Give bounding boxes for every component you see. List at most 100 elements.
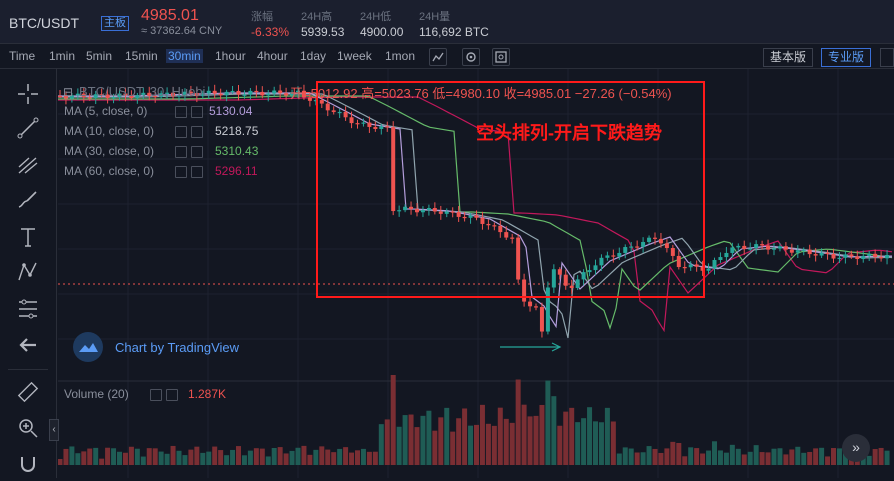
candle-body: [641, 241, 646, 247]
candle-body: [450, 211, 455, 213]
pitchfork-icon[interactable]: [16, 152, 40, 176]
volume-bar: [866, 455, 872, 465]
volume-bar: [271, 448, 277, 465]
volume-bar: [468, 425, 474, 465]
indicators-icon[interactable]: [429, 48, 447, 66]
volume-bar: [372, 451, 378, 465]
candle-body: [367, 122, 372, 127]
interval-1day[interactable]: 1day: [300, 49, 327, 63]
ma-label[interactable]: MA (30, close, 0): [64, 144, 155, 158]
candle-body: [760, 244, 765, 246]
candle-body: [254, 90, 259, 93]
cny-price: ≈ 37362.64 CNY: [141, 25, 223, 37]
candle-body: [290, 92, 295, 96]
interval-1min[interactable]: 1min: [49, 49, 76, 63]
volume-bar: [140, 456, 146, 465]
volume-bar: [741, 454, 747, 465]
volume-bar: [682, 456, 688, 465]
volume-bar: [122, 452, 128, 465]
pro-view-button[interactable]: 专业版: [821, 48, 872, 67]
tradingview-logo-icon[interactable]: [73, 332, 103, 365]
candle-body: [658, 238, 663, 244]
chart-canvas[interactable]: [57, 69, 894, 478]
volume-bar: [557, 425, 563, 465]
stat-label: 24H量: [419, 11, 451, 23]
ma-settings-icon[interactable]: [175, 146, 187, 158]
volume-bar: [640, 452, 646, 465]
ma-settings-icon[interactable]: [175, 106, 187, 118]
interval-4hour[interactable]: 4hour: [257, 49, 288, 63]
candle-body: [575, 279, 580, 289]
collapse-toolbar-button[interactable]: ‹: [49, 419, 59, 441]
zoom-in-icon[interactable]: [16, 416, 40, 440]
ma-remove-icon[interactable]: [191, 166, 203, 178]
crosshair-icon[interactable]: [16, 82, 40, 106]
price-chart[interactable]: ⊟ BTC/USDT, 30, Huobi 开=5012.92 高=5023.7…: [57, 69, 894, 478]
interval-5min[interactable]: 5min: [86, 49, 113, 63]
brush-icon[interactable]: [16, 187, 40, 211]
volume-bar: [587, 407, 593, 465]
ma-label[interactable]: MA (60, close, 0): [64, 164, 155, 178]
pair-name[interactable]: BTC/USDT: [9, 15, 79, 31]
more-button[interactable]: [880, 48, 894, 67]
volume-bar: [158, 451, 164, 465]
ma-settings-icon[interactable]: [175, 126, 187, 138]
volume-bar: [283, 453, 289, 465]
volume-bar: [152, 448, 158, 465]
fib-icon[interactable]: [16, 297, 40, 321]
candle-body: [629, 246, 634, 248]
arrow-back-icon[interactable]: [16, 333, 40, 357]
volume-bar: [593, 421, 598, 465]
interval-1week[interactable]: 1week: [337, 49, 372, 63]
candle-body: [777, 246, 782, 249]
volume-bar: [819, 447, 825, 465]
settings-icon[interactable]: [462, 48, 480, 66]
pattern-icon[interactable]: [16, 260, 40, 284]
scroll-to-realtime-button[interactable]: »: [842, 434, 870, 462]
ruler-icon[interactable]: [16, 380, 40, 404]
volume-bar: [63, 448, 69, 465]
magnet-icon[interactable]: [16, 453, 40, 475]
volume-bar: [753, 445, 759, 465]
ma-remove-icon[interactable]: [191, 126, 203, 138]
interval-1mon[interactable]: 1mon: [385, 49, 416, 63]
candle-body: [81, 93, 86, 98]
volume-bar: [182, 455, 188, 465]
volume-bar: [426, 410, 432, 465]
candle-body: [831, 253, 836, 259]
ma-remove-icon[interactable]: [191, 106, 203, 118]
tradingview-watermark[interactable]: Chart by TradingView: [115, 340, 240, 355]
volume-bar: [795, 446, 801, 465]
ma-label[interactable]: MA (5, close, 0): [64, 104, 148, 118]
volume-bar: [575, 422, 581, 465]
volume-bar: [831, 448, 836, 465]
interval-30min[interactable]: 30min: [166, 49, 203, 63]
interval-1hour[interactable]: 1hour: [215, 49, 246, 63]
collapse-legend-icon[interactable]: ⊟: [63, 85, 74, 99]
candle-body: [123, 93, 128, 96]
candle-body: [456, 211, 461, 217]
volume-settings-icon[interactable]: [150, 389, 162, 401]
volume-bar: [170, 445, 176, 465]
volume-remove-icon[interactable]: [166, 389, 178, 401]
ma-value: 5310.43: [215, 144, 259, 158]
text-icon[interactable]: [16, 225, 40, 249]
candle-body: [772, 248, 776, 250]
stat-value: 116,692 BTC: [419, 25, 489, 39]
volume-bar: [75, 453, 81, 465]
candle-body: [438, 211, 443, 214]
volume-bar: [485, 423, 491, 465]
ma-remove-icon[interactable]: [191, 146, 203, 158]
candle-body: [99, 94, 104, 96]
basic-view-button[interactable]: 基本版: [763, 48, 814, 67]
candle-body: [385, 126, 390, 128]
interval-time[interactable]: Time: [9, 49, 36, 63]
ma-settings-icon[interactable]: [175, 166, 187, 178]
ma-label[interactable]: MA (10, close, 0): [64, 124, 155, 138]
trendline-icon[interactable]: [16, 116, 40, 140]
candle-body: [153, 95, 158, 98]
interval-15min[interactable]: 15min: [125, 49, 158, 63]
candle-body: [409, 206, 414, 209]
snapshot-icon[interactable]: [492, 48, 510, 66]
volume-label[interactable]: Volume (20): [64, 387, 129, 401]
